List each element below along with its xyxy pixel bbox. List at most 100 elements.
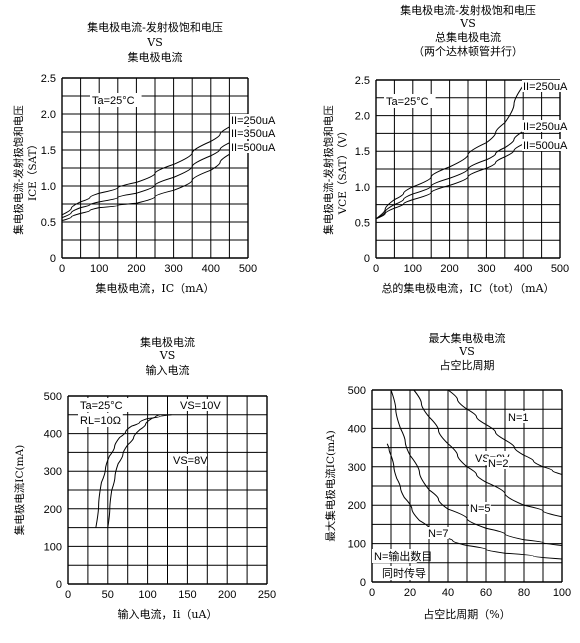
y-axis-label: 最大集电极电流IC(mA) (324, 430, 337, 541)
y-tick-label: 0 (50, 253, 56, 265)
x-axis-label: 集电极电流，IC（mA） (95, 281, 214, 295)
x-tick-label: 150 (178, 589, 196, 601)
x-tick-label: 250 (258, 589, 276, 601)
chart-title-line: VS (146, 36, 162, 49)
annotation: Ta=25°C (92, 95, 135, 107)
annotation: 同时传导 (382, 567, 426, 580)
chart-title-line: VS (159, 349, 175, 362)
chart-title-line: 总集电极电流 (435, 30, 501, 44)
series-label: VS=10V (180, 400, 221, 412)
series-label: II=500uA (231, 142, 276, 154)
annotation-bg (380, 566, 412, 580)
y-tick-label: 400 (44, 429, 62, 441)
series-line (61, 126, 230, 216)
chart-title-line: 集电极电流 (128, 50, 183, 64)
x-tick-label: 0 (65, 589, 71, 601)
series-label: N=7 (428, 528, 449, 540)
series-line (447, 389, 563, 475)
y-tick-label: 1.5 (355, 146, 370, 158)
series-line (375, 130, 524, 220)
series-line (413, 389, 563, 518)
x-axis-label: 占空比周期（%） (423, 607, 510, 621)
series-line (61, 153, 230, 222)
x-tick-label: 20 (404, 587, 416, 599)
x-tick-label: 200 (218, 589, 236, 601)
x-tick-label: 400 (514, 263, 532, 275)
series-label-bg (522, 80, 577, 92)
y-tick-label: 0.5 (41, 217, 56, 229)
x-tick-label: 100 (90, 263, 108, 275)
y-tick-label: 400 (348, 423, 366, 435)
series-label: II=350uA (231, 128, 276, 140)
x-tick-label: 0 (369, 587, 375, 599)
series-label: VS=8V (173, 455, 208, 467)
series-label-bg (522, 120, 577, 132)
y-tick-label: 2.5 (355, 75, 370, 87)
x-tick-label: 0 (373, 263, 379, 275)
y-tick-label: 300 (44, 466, 62, 478)
x-tick-label: 200 (440, 263, 458, 275)
series-label-bg (427, 527, 449, 539)
x-axis-label: 总的集电极电流，IC（tot）（mA） (381, 281, 554, 295)
chart-title-line: VS (458, 345, 474, 358)
annotation: RL=10Ω (80, 415, 121, 427)
x-tick-label: 200 (127, 263, 145, 275)
y-tick-label: 1.0 (355, 182, 370, 194)
y-tick-label: 100 (348, 539, 366, 551)
x-axis-label: 输入电流，Ii（uA） (118, 607, 218, 621)
y-tick-label: 500 (44, 391, 62, 403)
x-tick-label: 40 (442, 587, 454, 599)
annotation-bg (90, 93, 142, 107)
series-line (95, 414, 172, 528)
y-tick-label: 0 (360, 577, 366, 589)
x-tick-label: 300 (477, 263, 495, 275)
series-label: II=250uA (523, 81, 568, 93)
x-tick-label: 100 (404, 263, 422, 275)
y-tick-label: 1.0 (41, 181, 56, 193)
y-axis-label: 集电极电流-发射极饱和电压 (322, 105, 335, 235)
series-line (375, 143, 524, 220)
chart-title-line: 集电极电流 (140, 335, 195, 349)
series-label-bg (522, 139, 577, 151)
y-tick-label: 200 (44, 504, 62, 516)
chart-title-line: 集电极电流-发射极饱和电压 (400, 3, 536, 17)
chart-title-line: （两个达林顿管并行） (413, 44, 523, 58)
y-axis-label: ICE（SAT） (27, 139, 39, 201)
x-tick-label: 100 (553, 587, 571, 599)
y-tick-label: 1.5 (41, 145, 56, 157)
series-line (375, 85, 524, 220)
series-label: II=500uA (523, 140, 568, 152)
x-tick-label: 50 (102, 589, 114, 601)
series-label: N=2 (488, 458, 509, 470)
series-label: N=5 (470, 503, 491, 515)
y-tick-label: 2.5 (41, 73, 56, 85)
y-tick-label: 0 (56, 579, 62, 591)
series-label-bg (230, 141, 285, 153)
series-label-bg (172, 454, 207, 466)
series-label-bg (469, 502, 491, 514)
series-line (386, 443, 563, 560)
series-line (390, 389, 563, 547)
series-label: II=250uA (523, 121, 568, 133)
series-label: N=1 (508, 412, 529, 424)
x-tick-label: 100 (138, 589, 156, 601)
annotation-bg (78, 398, 130, 412)
series-label: II=250uA (231, 115, 276, 127)
y-tick-label: 0 (364, 253, 370, 265)
annotation-bg (78, 413, 123, 427)
series-label-bg (230, 114, 285, 126)
series-label-bg (230, 127, 285, 139)
x-tick-label: 300 (164, 263, 182, 275)
chart-title-line: 最大集电极电流 (429, 331, 506, 345)
x-tick-label: 500 (551, 263, 569, 275)
y-axis-label: 集电极电流-发射极饱和电压 (12, 105, 25, 235)
series-label-bg (487, 457, 509, 469)
series-line (61, 142, 230, 219)
annotation: Ta=25°C (386, 96, 429, 108)
y-axis-label: 集电极电流IC(mA) (13, 445, 26, 535)
annotation: N=输出数目 (374, 549, 432, 563)
x-tick-label: 500 (239, 263, 257, 275)
chart-title-line: 集电极电流-发射极饱和电压 (87, 20, 223, 34)
